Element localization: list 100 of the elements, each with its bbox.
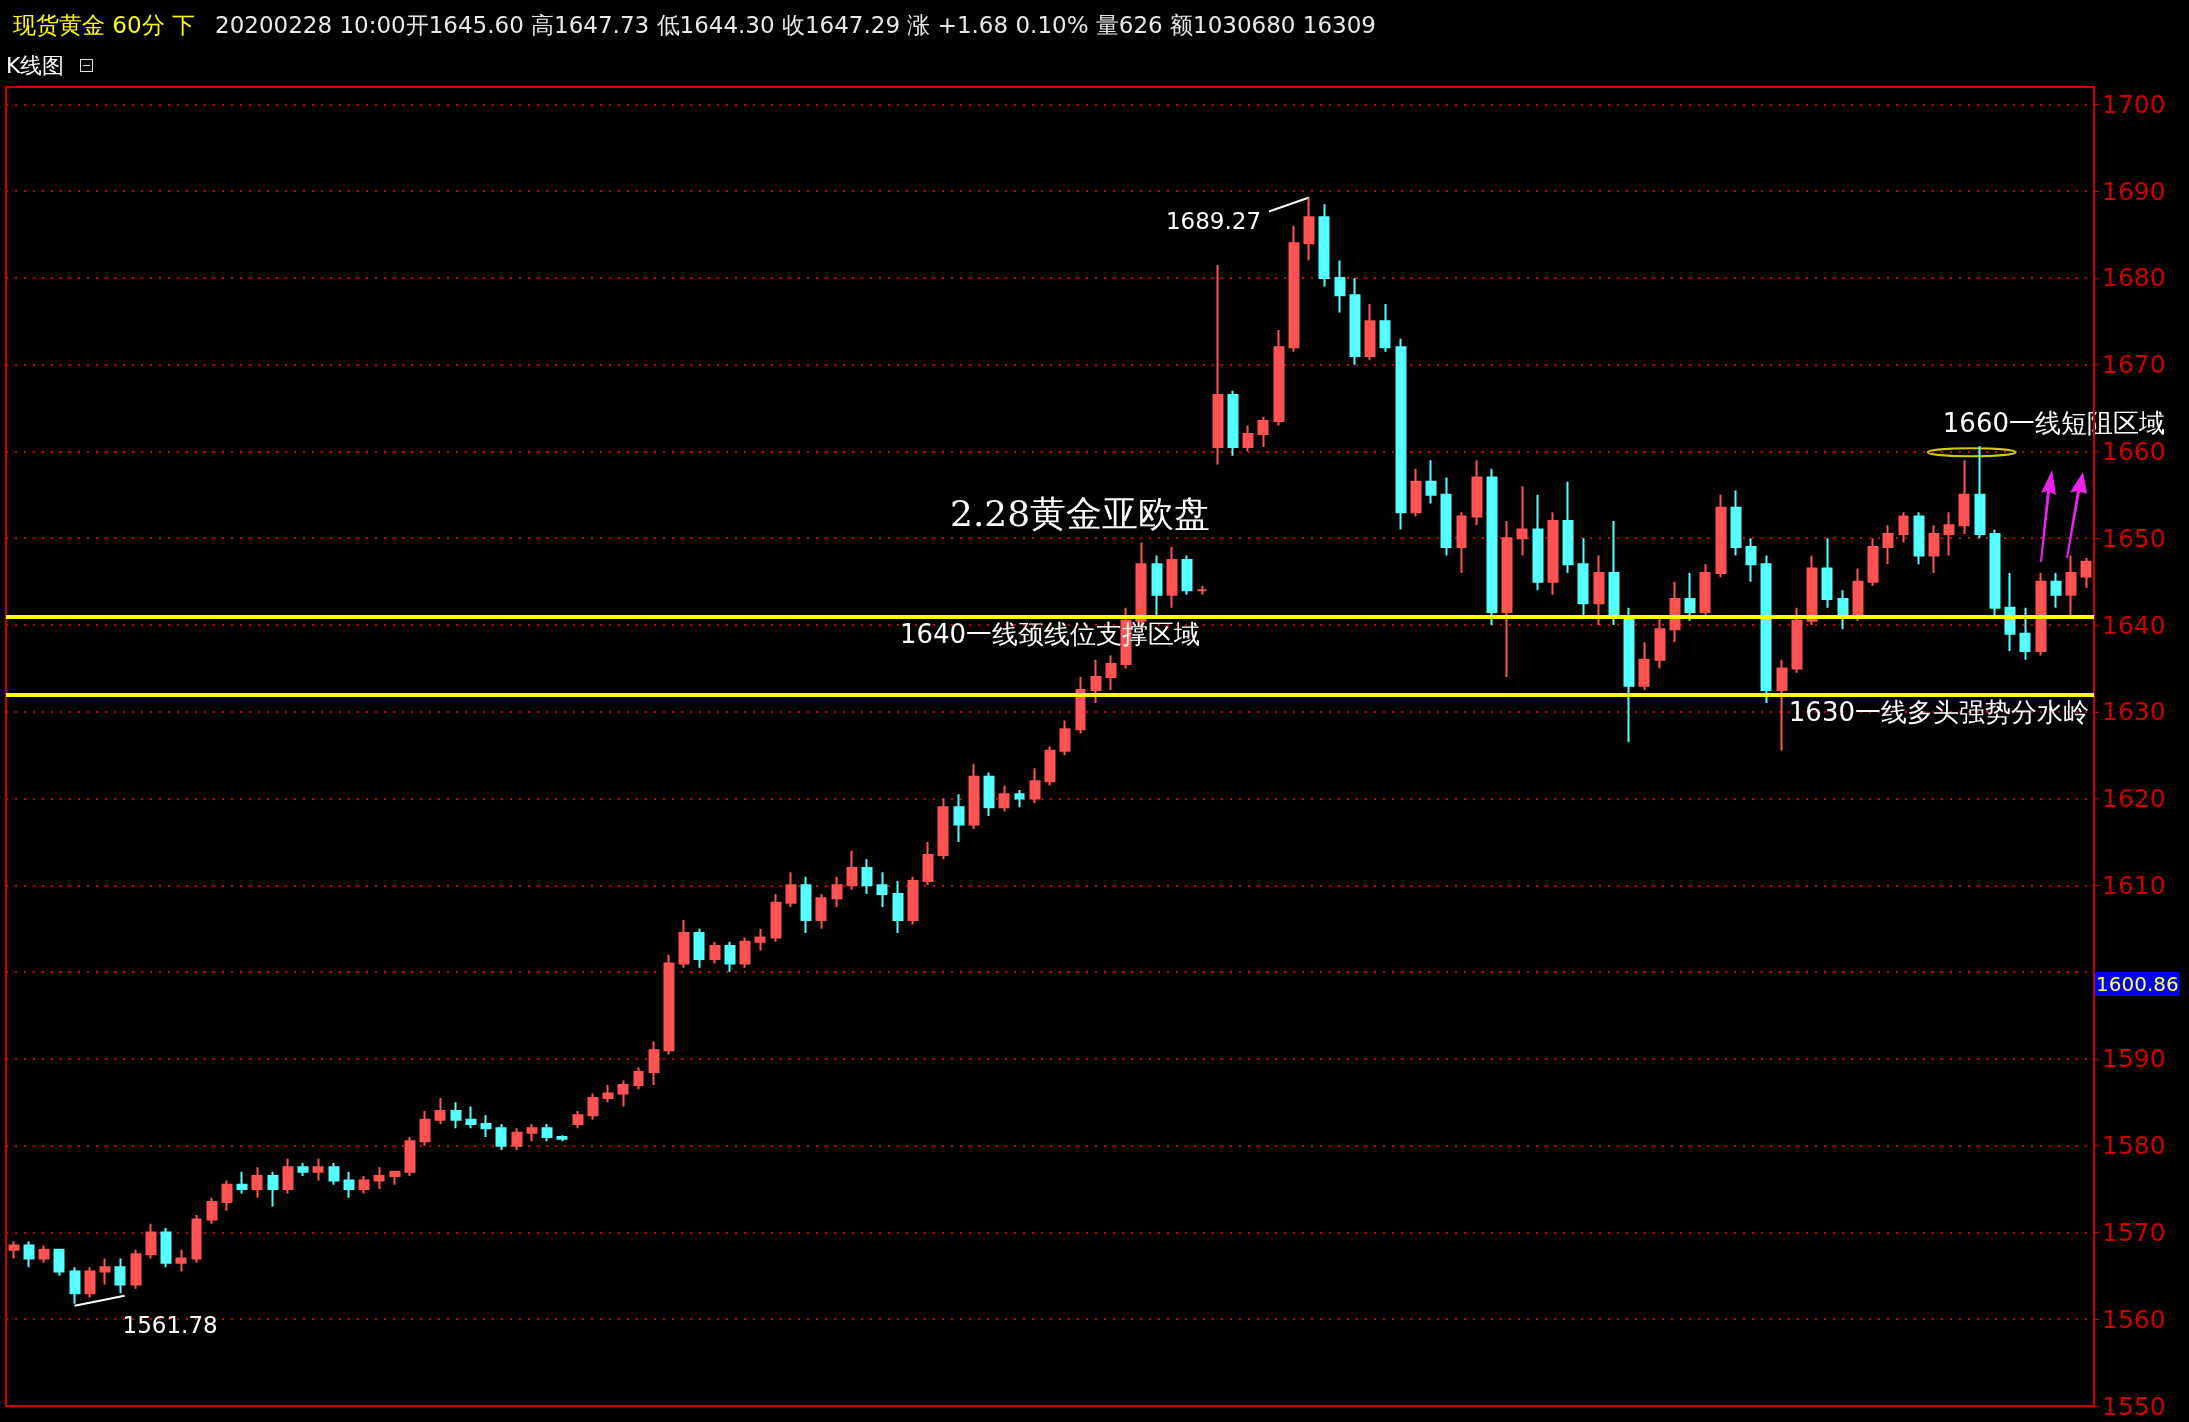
candlestick [1532,493,1544,592]
candlestick [175,1248,187,1273]
candlestick [1379,302,1391,353]
candlestick [1075,676,1086,735]
candlestick [2019,606,2031,661]
annotation: 2.28黄金亚欧盘 [950,492,1211,534]
candlestick [739,936,751,969]
y-tick-label: 1630 [2102,697,2166,727]
candlestick [434,1096,446,1125]
annotation: 1689.27 [1165,207,1262,234]
candlestick [770,893,782,943]
candlestick [1288,224,1300,353]
candlestick [114,1257,126,1295]
candlestick [1958,459,1970,535]
candlestick [724,940,736,974]
candlestick [1715,493,1727,579]
candlestick [1364,302,1376,362]
candlestick [633,1066,644,1091]
candlestick [1898,511,1909,544]
candlestick [1440,476,1452,557]
candlestick [1395,337,1407,531]
candlestick [1181,554,1193,596]
y-tick-label: 1610 [2102,870,2166,900]
candlestick [983,771,995,817]
candlestick [1684,571,1696,622]
candlestick [1791,606,1803,674]
candlestick [892,880,904,935]
candlestick [1349,276,1361,366]
candlestick [1913,511,1925,566]
candlestick [1334,259,1346,314]
candlestick [831,875,843,909]
candlestick [1029,767,1041,804]
candlestick [846,849,858,891]
candlestick [221,1179,233,1212]
candlestick [937,797,949,861]
candlestick [572,1109,584,1130]
candlestick [1151,554,1163,618]
candlestick [1196,584,1208,596]
candlestick [1471,459,1483,527]
y-tick-label: 1640 [2102,610,2166,640]
candlestick [861,858,873,896]
candlestick [1318,203,1330,288]
candlestick [1242,424,1254,453]
candlestick [1090,658,1102,705]
y-tick-label: 1580 [2102,1131,2166,1161]
candlestick [328,1162,340,1186]
candlestick [1059,719,1071,757]
candlestick [1760,554,1772,705]
candlestick [1989,528,2001,618]
candlestick [465,1105,477,1130]
y-tick-label: 1590 [2102,1044,2166,1074]
candlestick [1105,654,1117,692]
candlestick [8,1240,20,1260]
candlestick [373,1166,385,1191]
candlestick [251,1166,263,1199]
candlestick [1821,537,1833,609]
candlestick [1014,788,1025,809]
candlestick [1837,589,1849,631]
y-tick-label: 1570 [2102,1217,2166,1247]
y-tick-label: 1690 [2102,176,2166,206]
text: 1600.86 [2096,972,2179,996]
candlestick [1745,537,1757,583]
candlestick [130,1248,142,1290]
candlestick [602,1083,614,1104]
y-tick-label: 1680 [2102,263,2166,293]
candlestick [1547,511,1559,596]
candlestick [1166,545,1178,609]
candlestick [1928,524,1940,574]
y-tick-label: 1550 [2102,1391,2166,1421]
chart-subtitle: 20200228 10:00开1645.60 高1647.73 低1644.30 收1647.29 涨 +1.68 0.10% 量626 额1030680 16309 [215,11,1376,38]
candlestick [206,1196,218,1225]
candlestick [2050,571,2062,609]
candlestick [907,875,919,926]
candlestick [99,1257,111,1286]
candlestick [389,1170,401,1186]
candlestick [404,1135,416,1178]
candlestick [709,940,721,965]
annotation: 1561.78 [122,1312,218,1339]
candlestick [53,1248,65,1277]
y-tick-label: 1700 [2102,89,2166,119]
candlestick [1730,489,1742,557]
candlestick [663,953,675,1056]
candlestick [236,1170,248,1195]
candlestick [1257,415,1269,449]
candlestick [876,871,888,909]
y-tick-label: 1670 [2102,350,2166,380]
candlestick [1776,658,1788,752]
candlestick [1562,480,1574,574]
candlestick [785,871,797,909]
candlestick [23,1240,35,1269]
candlestick [678,919,690,969]
candlestick [297,1162,309,1178]
candlestick [2035,571,2047,657]
candlestick [1806,554,1818,627]
candlestick [2080,556,2092,589]
candlestick [1882,524,1894,566]
chart-title: 现货黄金 60分 下 [13,11,195,38]
candlestick [556,1134,568,1143]
candlestick [343,1170,355,1199]
candlestick [1456,511,1467,574]
